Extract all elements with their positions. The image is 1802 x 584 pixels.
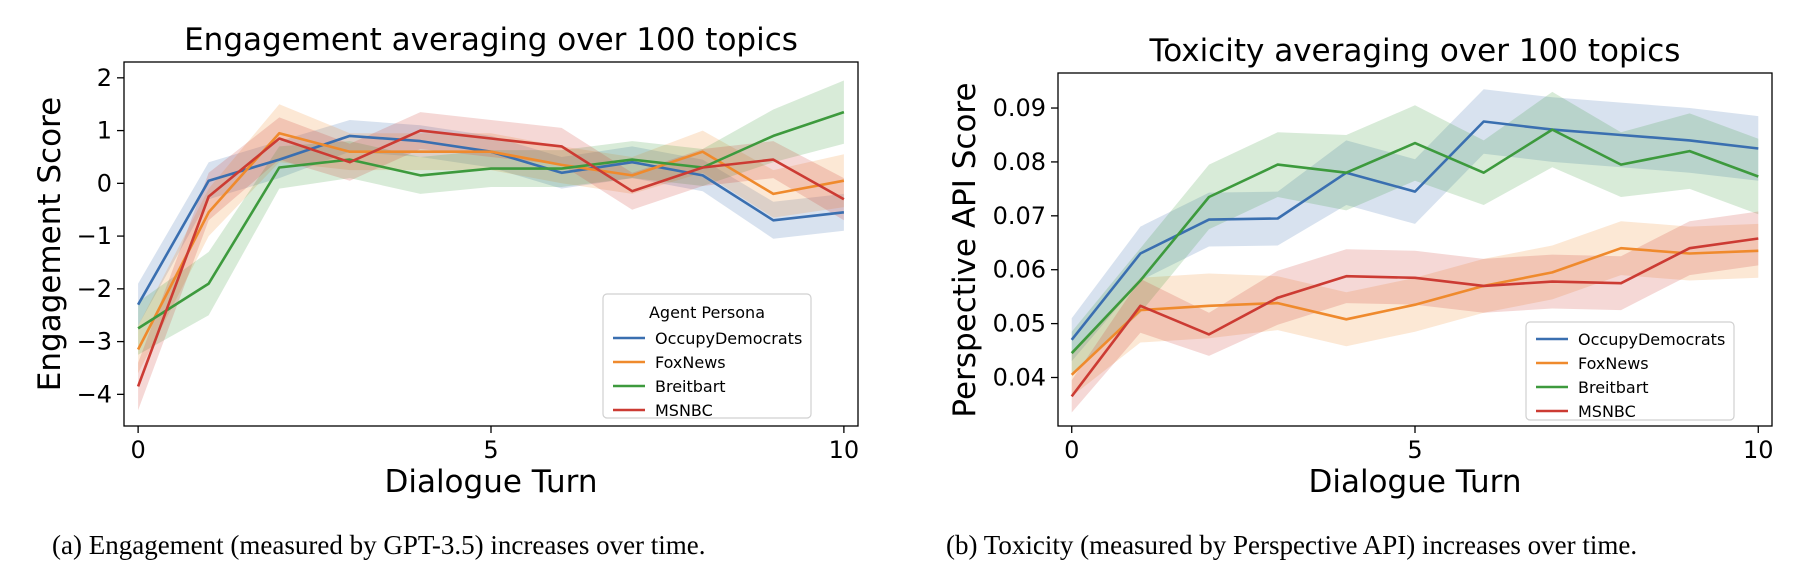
y-tick-label: −2 (77, 275, 112, 303)
legend-label-foxnews: FoxNews (655, 353, 726, 372)
confidence-band-breitbart (1071, 91, 1759, 375)
series-line-foxnews (1070, 246, 1759, 376)
legend-label-foxnews: FoxNews (1578, 354, 1649, 373)
x-tick-label: 0 (1064, 436, 1079, 464)
series-line-occupydemocrats (1070, 120, 1759, 341)
y-tick-label: 0.06 (993, 256, 1046, 284)
y-axis-label: Engagement Score (32, 97, 68, 391)
y-tick-label: 0 (97, 169, 112, 197)
legend-label-breitbart: Breitbart (1578, 378, 1649, 397)
caption-model-name: GPT-3.5 (383, 530, 475, 560)
y-tick-label: 2 (97, 64, 112, 92)
legend-label-occupydemocrats: OccupyDemocrats (1578, 330, 1725, 349)
caption-a: (a) Engagement (measured by GPT-3.5) inc… (52, 530, 706, 560)
x-axis-label: Dialogue Turn (1308, 464, 1521, 500)
y-tick-label: −4 (77, 380, 112, 408)
confidence-band-msnbc (138, 112, 844, 411)
y-tick-label: 0.05 (993, 310, 1046, 338)
y-tick-label: −1 (77, 222, 112, 250)
confidence-band-occupydemocrats (138, 120, 844, 326)
x-tick-label: 10 (829, 436, 860, 464)
y-tick-label: 1 (97, 117, 112, 145)
legend-box (1525, 321, 1735, 421)
series-line-breitbart (137, 110, 845, 330)
legend-box (602, 293, 812, 419)
legend-label-msnbc: MSNBC (655, 401, 713, 420)
y-tick-label: 0.07 (993, 202, 1046, 230)
legend-title: Agent Persona (649, 303, 765, 322)
legend-label-breitbart: Breitbart (655, 377, 726, 396)
series-line-msnbc (136, 129, 845, 387)
x-tick-label: 10 (1743, 436, 1774, 464)
x-tick-label: 0 (130, 436, 145, 464)
chart-title: Toxicity averaging over 100 topics (1149, 33, 1681, 69)
chart-2: 0 5 10 0.04 0.05 0.06 0.07 0.08 0.09 Toxicity ave… (947, 33, 1774, 500)
y-axis-label: Perspective API Score (947, 82, 983, 417)
series-line-breitbart (1070, 128, 1759, 355)
confidence-band-occupydemocrats (1071, 89, 1759, 362)
legend: OccupyDemocrats FoxNews Breitbart MSNBC (1525, 321, 1735, 421)
confidence-band-msnbc (1071, 211, 1759, 413)
legend: Agent Persona OccupyDemocrats FoxNews Breit… (602, 293, 812, 420)
y-tick-label: 0.04 (993, 363, 1046, 391)
x-tick-label: 5 (1407, 436, 1422, 464)
chart-title: Engagement averaging over 100 topics (184, 22, 798, 58)
confidence-band-foxnews (1071, 221, 1759, 397)
legend-label-msnbc: MSNBC (1578, 402, 1636, 421)
x-tick-label: 5 (483, 436, 498, 464)
y-tick-label: 0.09 (993, 94, 1046, 122)
series-line-msnbc (1070, 237, 1759, 398)
chart-1: 0 5 10 −4 −3 −2 −1 0 1 2 Engagement averaging over… (32, 22, 859, 500)
confidence-band-foxnews (138, 104, 844, 374)
y-tick-label: −3 (77, 328, 112, 356)
x-axis-label: Dialogue Turn (384, 464, 597, 500)
legend-label-occupydemocrats: OccupyDemocrats (655, 329, 802, 348)
caption-b: (b) Toxicity (measured by Perspective AP… (946, 530, 1638, 560)
y-tick-label: 0.08 (993, 148, 1046, 176)
